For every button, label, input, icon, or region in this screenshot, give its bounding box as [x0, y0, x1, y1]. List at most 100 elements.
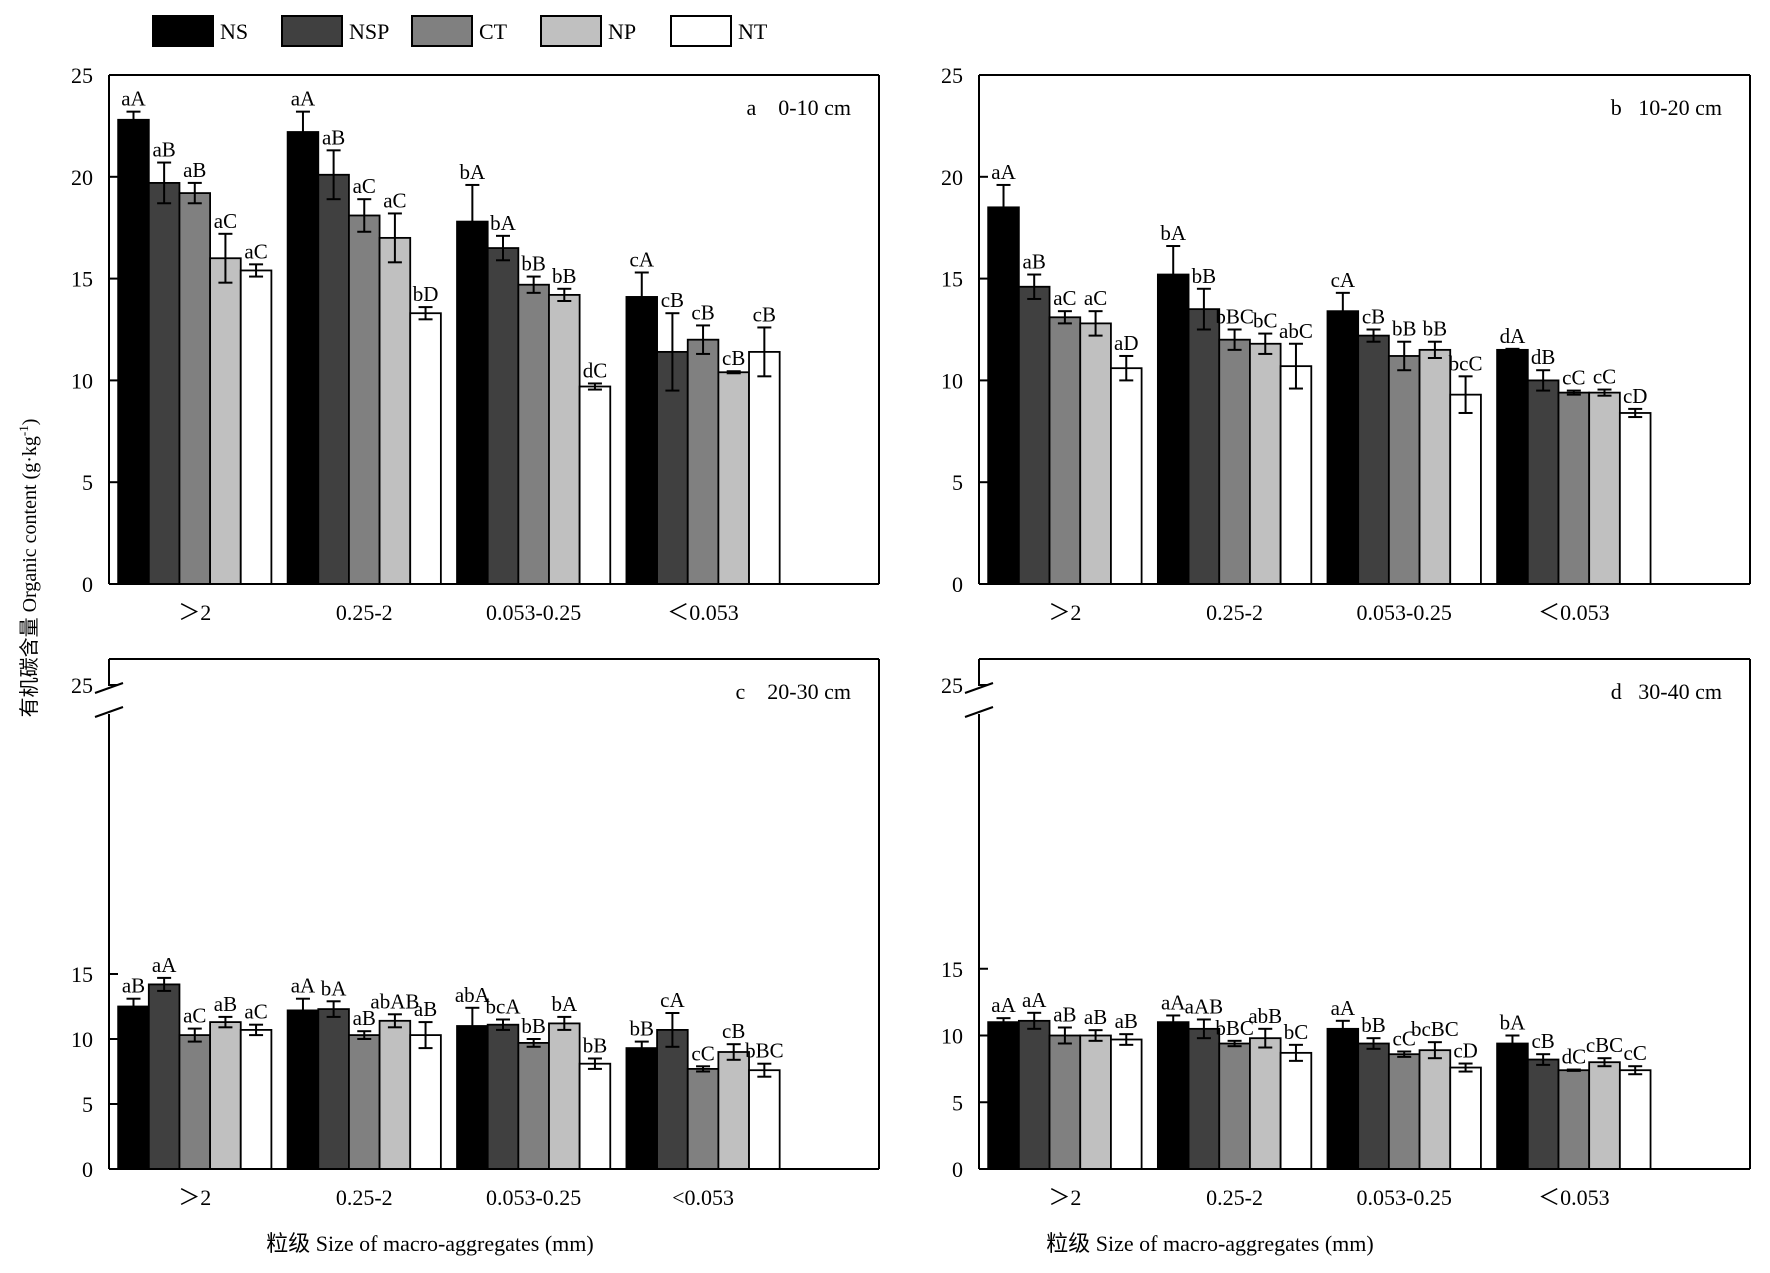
sig-label-c-ns-1: aA	[291, 974, 316, 998]
error-bar-b-ct-1	[1227, 328, 1242, 351]
y-tick-label-d-25: 25	[941, 673, 963, 698]
sig-label-c-np-0: aB	[214, 992, 237, 1016]
sig-label-a-ns-0: aA	[121, 87, 146, 111]
legend-swatch-ns	[152, 15, 214, 47]
error-bar-d-nt-3	[1628, 1065, 1643, 1076]
sig-label-a-ct-1: aC	[353, 174, 376, 198]
error-bar-d-nsp-1	[1196, 1018, 1211, 1040]
y-tick-label-a-0: 0	[82, 572, 93, 597]
error-bar-b-ns-1	[1166, 245, 1181, 305]
error-bar-b-nt-2	[1458, 375, 1473, 414]
error-bar-d-ct-1	[1227, 1039, 1242, 1048]
bar-b-ns-0	[987, 206, 1020, 585]
error-bar-d-ct-0	[1057, 1026, 1072, 1045]
error-bar-a-ct-0	[187, 181, 202, 205]
bar-b-nsp-2	[1357, 334, 1390, 585]
sig-label-b-nt-2: bcC	[1449, 351, 1483, 375]
bar-b-nt-1	[1279, 365, 1313, 585]
bar-c-nt-3	[748, 1069, 781, 1170]
sig-label-b-np-0: aC	[1084, 286, 1107, 310]
bar-c-ns-2	[456, 1025, 489, 1170]
bar-d-nt-0	[1110, 1038, 1143, 1170]
bar-d-np-3	[1588, 1061, 1621, 1170]
sig-label-c-np-3: cB	[722, 1019, 745, 1043]
bar-a-nsp-1	[317, 173, 350, 585]
y-axis-label-main: 有机碳含量 Organic content (g·kg	[18, 436, 41, 717]
sig-label-d-ct-0: aB	[1053, 1002, 1076, 1026]
bar-c-ns-3	[625, 1047, 658, 1170]
panel-a: aA aA bA cA aB aB bA cB aB aC bB cB aC aC bB cB aC bD dC cB…	[71, 63, 880, 625]
y-tick-label-c-5: 5	[82, 1092, 93, 1117]
chart-panels: aA aAbAcAaBaBbAcBaBaCbBcBaCaCbBcBaCbDdCcB…	[71, 63, 1751, 1210]
x-tick-label-a-0: ＞2	[178, 600, 211, 625]
bar-b-np-1	[1249, 342, 1282, 585]
bar-c-ct-2	[517, 1042, 550, 1170]
error-bar-c-np-2	[557, 1015, 572, 1031]
y-tick-label-c-10: 10	[71, 1027, 93, 1052]
y-tick-label-a-5: 5	[82, 470, 93, 495]
sig-label-b-ct-0: aC	[1053, 286, 1076, 310]
bar-c-nsp-2	[486, 1023, 520, 1170]
bar-b-nt-2	[1449, 393, 1482, 585]
error-bar-c-nsp-2	[496, 1018, 511, 1031]
sig-label-b-ct-1: bBC	[1215, 305, 1254, 329]
error-bar-b-ct-2	[1397, 340, 1412, 372]
error-bar-d-ns-3	[1505, 1034, 1520, 1053]
error-bar-a-ns-1	[295, 110, 310, 154]
x-tick-label-c-0: ＞2	[178, 1185, 211, 1210]
error-bar-c-ct-1	[357, 1030, 372, 1040]
bar-d-ct-1	[1218, 1042, 1251, 1170]
axis-frame-d	[978, 658, 1751, 1170]
bar-b-nsp-0	[1017, 285, 1051, 585]
bar-a-ns-3	[625, 296, 658, 585]
bar-d-nsp-1	[1187, 1027, 1221, 1170]
sig-label-a-ns-1: aA	[291, 87, 316, 111]
y-axis-label: 有机碳含量 Organic content (g·kg-1)	[16, 419, 41, 718]
y-tick-label-a-20: 20	[71, 165, 93, 190]
error-bar-a-nt-0	[249, 263, 264, 278]
bar-b-np-2	[1418, 348, 1452, 585]
error-bar-b-nt-3	[1628, 407, 1643, 419]
bar-d-nsp-0	[1017, 1019, 1051, 1170]
sig-label-d-nsp-2: bB	[1361, 1013, 1386, 1037]
error-bar-a-ct-2	[526, 275, 541, 294]
sig-label-c-nsp-2: bcA	[486, 995, 522, 1019]
bar-b-ns-3	[1496, 348, 1529, 585]
sig-label-c-nt-3: bBC	[745, 1039, 784, 1063]
bar-a-np-0	[209, 257, 242, 585]
bar-d-ns-1	[1156, 1021, 1190, 1170]
bar-b-ns-1	[1156, 273, 1190, 585]
error-bar-b-np-3	[1597, 388, 1612, 397]
bar-a-ct-3	[686, 338, 720, 585]
sig-label-d-ns-2: aA	[1331, 996, 1356, 1020]
x-tick-label-c-1: 0.25-2	[336, 1185, 393, 1210]
sig-label-a-nt-1: bD	[413, 282, 439, 306]
error-bar-c-ns-3	[634, 1040, 649, 1056]
sig-label-c-ns-3: bB	[630, 1017, 655, 1041]
error-bar-a-np-0	[218, 232, 233, 284]
bar-b-ct-3	[1557, 391, 1591, 585]
y-tick-label-d-10: 10	[941, 1024, 963, 1049]
bar-c-ct-0	[178, 1034, 212, 1170]
legend-swatch-nt	[670, 15, 732, 47]
axis-frame-c	[108, 658, 880, 1170]
bar-a-np-3	[717, 371, 750, 585]
x-tick-label-a-1: 0.25-2	[336, 600, 393, 625]
bar-d-ct-3	[1557, 1069, 1591, 1170]
x-tick-label-a-3: ＜0.053	[667, 600, 739, 625]
bar-b-nt-3	[1618, 412, 1652, 585]
sig-label-d-ct-3: dC	[1562, 1045, 1587, 1069]
legend-swatch-ct	[411, 15, 473, 47]
error-bar-d-np-1	[1258, 1027, 1273, 1049]
bar-a-nt-2	[578, 385, 612, 585]
sig-label-a-ns-2: bA	[460, 160, 487, 184]
x-tick-label-a-2: 0.053-0.25	[486, 600, 581, 625]
error-bar-c-ct-3	[696, 1065, 711, 1073]
bar-c-np-3	[717, 1051, 750, 1170]
error-bar-a-ct-1	[357, 198, 372, 233]
error-bar-d-ns-2	[1335, 1019, 1350, 1038]
error-bar-c-ns-1	[295, 997, 310, 1024]
sig-label-a-np-1: aC	[383, 188, 406, 212]
error-bar-c-nsp-3	[665, 1012, 680, 1048]
